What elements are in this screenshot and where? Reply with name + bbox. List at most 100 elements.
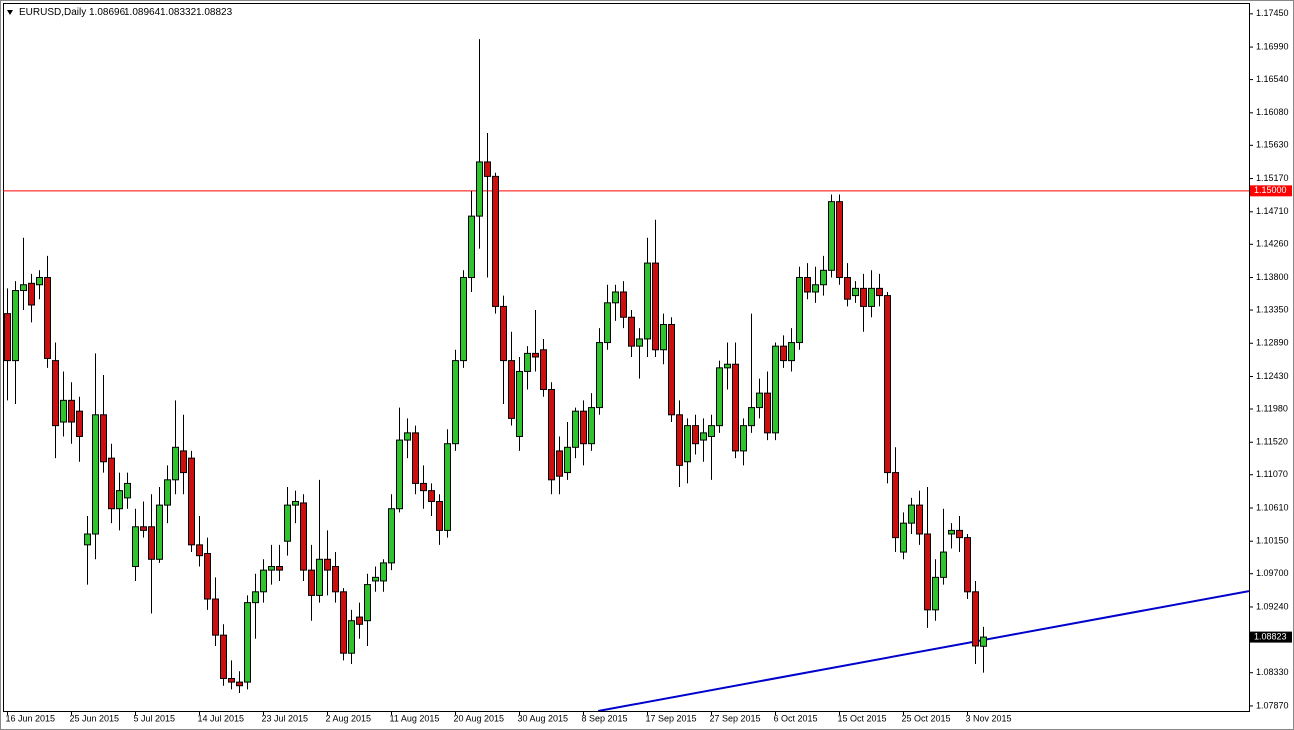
candle-body	[28, 282, 35, 306]
candle-body	[788, 342, 795, 362]
candle-body	[20, 284, 27, 292]
candle-body	[196, 544, 203, 557]
candle-body	[772, 345, 779, 434]
x-tick-label: 2 Aug 2015	[326, 713, 372, 723]
x-tick-label: 11 Aug 2015	[390, 713, 440, 723]
candle-body	[356, 616, 363, 625]
candle-body	[236, 681, 243, 687]
x-tick-label: 25 Oct 2015	[902, 713, 951, 723]
candle-body	[404, 432, 411, 441]
candle-body	[804, 277, 811, 293]
candle-body	[428, 490, 435, 502]
candle-body	[92, 414, 99, 535]
y-tick-label: 1.08330	[1256, 667, 1289, 677]
candle-body	[52, 360, 59, 427]
x-tick-label: 20 Aug 2015	[454, 713, 505, 723]
x-tick-label: 6 Oct 2015	[774, 713, 818, 723]
candle-body	[492, 175, 499, 307]
candle-body	[820, 269, 827, 286]
candle-body	[172, 446, 179, 481]
candle-body	[708, 425, 715, 437]
x-tick-label: 8 Sep 2015	[582, 713, 628, 723]
candle-body	[204, 553, 211, 600]
price-level-tag	[1250, 185, 1292, 197]
candle-body	[164, 479, 171, 506]
menu-arrow[interactable]	[7, 10, 13, 15]
y-tick-label: 1.14260	[1256, 239, 1289, 249]
candle-body	[700, 432, 707, 441]
candle-body	[412, 432, 419, 484]
x-tick-label: 30 Aug 2015	[518, 713, 569, 723]
low-value: 1.08332	[160, 7, 197, 18]
candle-body	[44, 277, 51, 359]
y-tick-label: 1.16990	[1256, 41, 1289, 51]
candle-body	[340, 591, 347, 654]
candle-body	[36, 277, 43, 286]
candle-body	[252, 591, 259, 604]
close-value: 1.08823	[196, 7, 233, 18]
y-tick-label: 1.09240	[1256, 601, 1289, 611]
candle-body	[628, 316, 635, 347]
y-tick-label: 1.11520	[1256, 437, 1288, 447]
candle-body	[964, 537, 971, 593]
x-tick-label: 3 Nov 2015	[966, 713, 1012, 723]
candle-body	[940, 551, 947, 578]
candle-body	[228, 677, 235, 683]
candle-body	[436, 500, 443, 531]
candle-body	[324, 558, 331, 571]
candle-body	[532, 352, 539, 358]
candle-body	[116, 490, 123, 510]
y-tick-label: 1.09700	[1256, 568, 1289, 578]
x-tick-label: 5 Jul 2015	[134, 713, 176, 723]
candle-body	[12, 290, 19, 362]
candle-body	[68, 399, 75, 423]
candle-body	[516, 370, 523, 437]
x-tick-label: 17 Sep 2015	[646, 713, 697, 723]
y-tick-label: 1.14710	[1256, 206, 1289, 216]
candle-body	[740, 425, 747, 452]
candle-body	[924, 533, 931, 611]
y-tick-label: 1.13800	[1256, 272, 1289, 282]
candle-body	[156, 504, 163, 560]
candle-body	[444, 443, 451, 531]
candle-body	[636, 338, 643, 347]
candle-body	[732, 363, 739, 452]
candle-body	[564, 446, 571, 474]
y-tick-label: 1.11070	[1256, 469, 1288, 479]
candle-body	[84, 533, 91, 546]
candle-body	[780, 345, 787, 362]
y-tick-label: 1.15170	[1256, 173, 1289, 183]
candle-body	[140, 526, 147, 531]
x-tick-label: 25 Jun 2015	[70, 713, 120, 723]
candle-body	[948, 529, 955, 535]
candle-body	[276, 566, 283, 571]
candle-body	[540, 349, 547, 391]
candle-body	[836, 201, 843, 279]
candle-body	[892, 472, 899, 539]
x-tick-label: 15 Oct 2015	[838, 713, 887, 723]
candle-body	[460, 277, 467, 362]
candle-body	[908, 504, 915, 524]
candle-body	[452, 360, 459, 445]
y-tick-label: 1.12430	[1256, 371, 1289, 381]
candle-body	[508, 360, 515, 419]
candle-body	[500, 305, 507, 362]
candle-body	[76, 410, 83, 437]
price-level-label: 1.15000	[1254, 185, 1287, 195]
candle-body	[476, 161, 483, 217]
y-tick-label: 1.15630	[1256, 140, 1289, 150]
candle-body	[644, 262, 651, 340]
candle-body	[484, 161, 491, 177]
y-tick-label: 1.16540	[1256, 74, 1289, 84]
candle-body	[580, 410, 587, 445]
y-tick-label: 1.10610	[1256, 502, 1289, 512]
candle-body	[244, 602, 251, 683]
candle-body	[612, 291, 619, 304]
y-tick-label: 1.07870	[1256, 700, 1289, 710]
candle-body	[132, 526, 139, 568]
candle-body	[284, 504, 291, 542]
candle-body	[316, 558, 323, 596]
candle-body	[900, 522, 907, 553]
